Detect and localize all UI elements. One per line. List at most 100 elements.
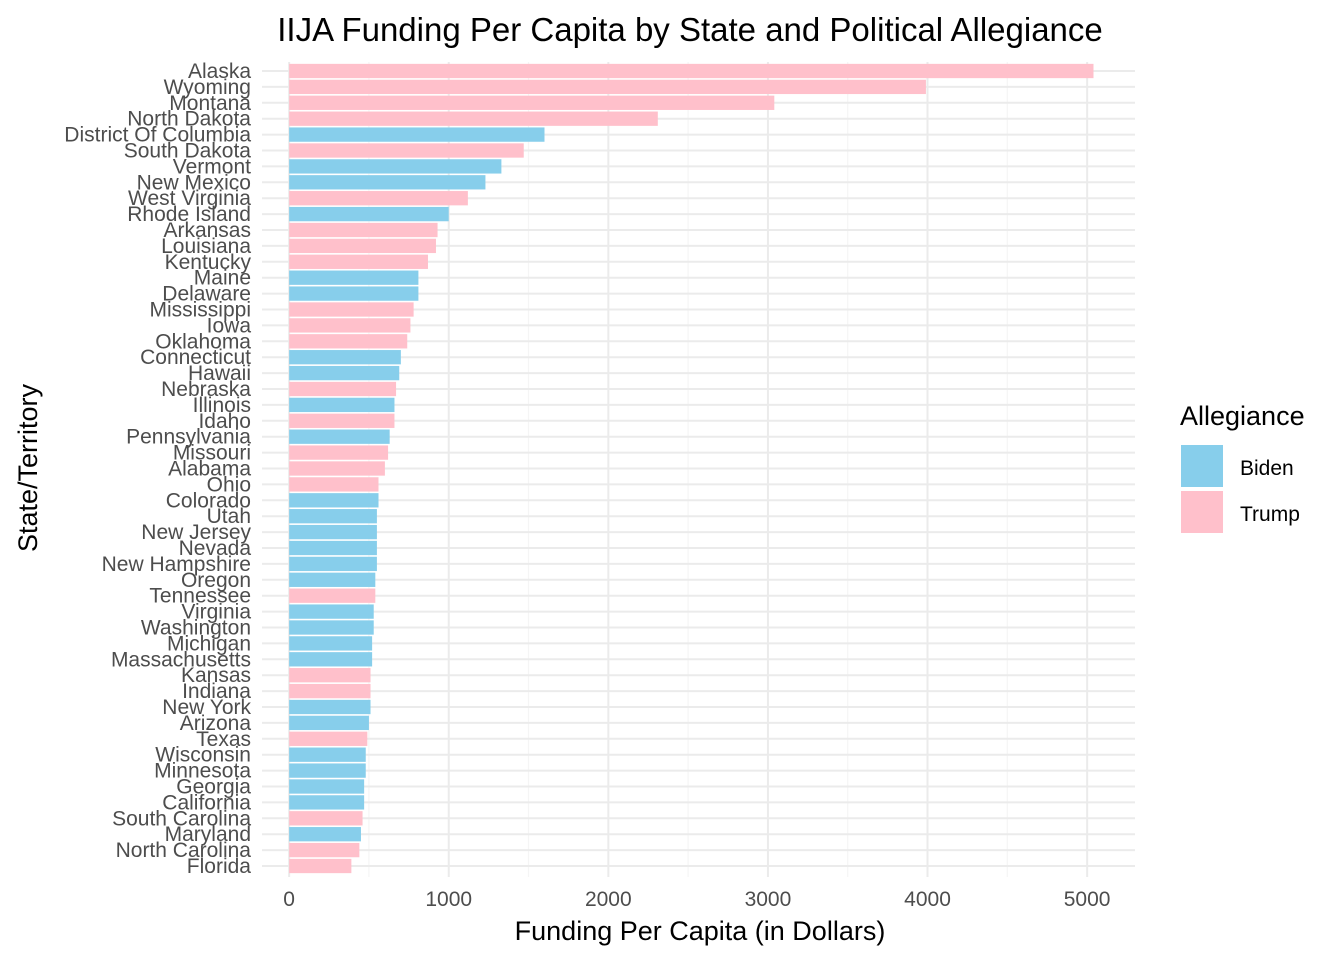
category-label: Nevada [179,537,252,560]
category-label: Georgia [176,776,251,799]
bar-new-york [289,699,371,715]
category-label: Illinois [193,394,251,417]
bar-minnesota [289,763,366,778]
bar-iowa [289,318,411,333]
legend-label-biden: Biden [1240,457,1294,480]
legend-title: Allegiance [1180,401,1305,431]
category-label: Missouri [173,442,251,465]
bar-south-dakota [289,143,524,158]
bar-new-jersey [289,524,377,540]
bar-texas [289,731,368,746]
bar-louisiana [289,238,436,254]
bar-ohio [289,477,379,492]
category-label: Pennsylvania [126,426,251,449]
x-tick-label: 2000 [585,888,632,911]
bar-delaware [289,286,419,301]
bar-arkansas [289,222,438,238]
bar-utah [289,509,377,524]
bar-massachusetts [289,652,373,667]
category-label: Ohio [207,473,251,496]
x-tick-labels: 0 1000 2000 3000 4000 5000 [283,888,1110,911]
bar-indiana [289,683,371,699]
category-label: Tennessee [149,585,251,608]
category-label: Washington [141,617,251,640]
bar-hawaii [289,365,400,381]
bar-florida [289,858,352,874]
category-label: Michigan [167,632,251,655]
bar-missouri [289,445,389,460]
bar-tennessee [289,588,376,603]
bar-idaho [289,413,395,428]
bar-north-dakota [289,111,658,126]
category-label: Connecticut [140,346,251,369]
category-label: Florida [187,855,252,878]
bar-illinois [289,397,395,413]
category-label: Vermont [173,155,251,178]
bar-washington [289,620,374,635]
category-label: Iowa [207,314,252,337]
bar-oklahoma [289,334,408,349]
category-label: North Carolina [116,839,252,862]
bar-connecticut [289,350,401,365]
category-label: Alaska [188,60,251,83]
bar-new-hampshire [289,556,377,572]
bar-pennsylvania [289,429,390,444]
category-label: Kentucky [165,251,252,274]
category-label: Kansas [181,664,251,687]
category-label: California [162,791,251,814]
bar-kansas [289,668,371,683]
category-label: Arkansas [163,219,251,242]
category-label: Oregon [181,569,251,592]
bar-nevada [289,540,377,556]
category-label: Delaware [162,283,251,306]
bar-alabama [289,461,385,476]
bar-oregon [289,572,376,587]
legend-key-trump [1181,491,1223,533]
legend: Allegiance Biden Trump [1180,401,1305,533]
y-axis-title: State/Territory [13,383,43,552]
bar-vermont [289,159,502,174]
bar-california [289,795,365,810]
bar-west-virginia [289,191,468,206]
category-label: New Hampshire [102,553,251,576]
x-tick-label: 0 [283,888,295,911]
category-label: Montana [169,92,251,115]
bar-north-carolina [289,842,360,858]
category-label: Virginia [181,601,251,624]
bar-alaska [289,63,1094,79]
category-label: South Carolina [112,807,251,830]
bar-kentucky [289,254,428,269]
category-label: District Of Columbia [64,124,251,147]
category-label: Minnesota [154,760,251,783]
bar-wisconsin [289,747,366,762]
x-tick-label: 4000 [904,888,951,911]
bar-mississippi [289,302,414,317]
category-label: Maryland [165,823,251,846]
legend-label-trump: Trump [1240,503,1300,526]
chart-title: IIJA Funding Per Capita by State and Pol… [277,11,1103,48]
bar-virginia [289,604,374,619]
category-label: Oklahoma [155,330,251,353]
bar-colorado [289,493,379,508]
category-label: Maine [194,267,251,290]
category-label: Mississippi [149,299,251,322]
bar-maine [289,270,419,285]
category-label: Wisconsin [155,744,251,767]
category-label: Texas [196,728,251,751]
bar-rhode-island [289,206,449,222]
x-tick-label: 3000 [745,888,792,911]
grid [262,62,1135,877]
bar-district-of-columbia [289,127,545,142]
bar-maryland [289,827,361,842]
x-axis-title: Funding Per Capita (in Dollars) [515,916,886,946]
category-label: Massachusetts [111,648,251,671]
bar-wyoming [289,79,926,95]
category-label: North Dakota [127,108,251,131]
bars [289,63,1094,874]
category-label: Wyoming [164,76,251,99]
category-label: West Virginia [128,187,251,210]
category-label: Louisiana [161,235,251,258]
